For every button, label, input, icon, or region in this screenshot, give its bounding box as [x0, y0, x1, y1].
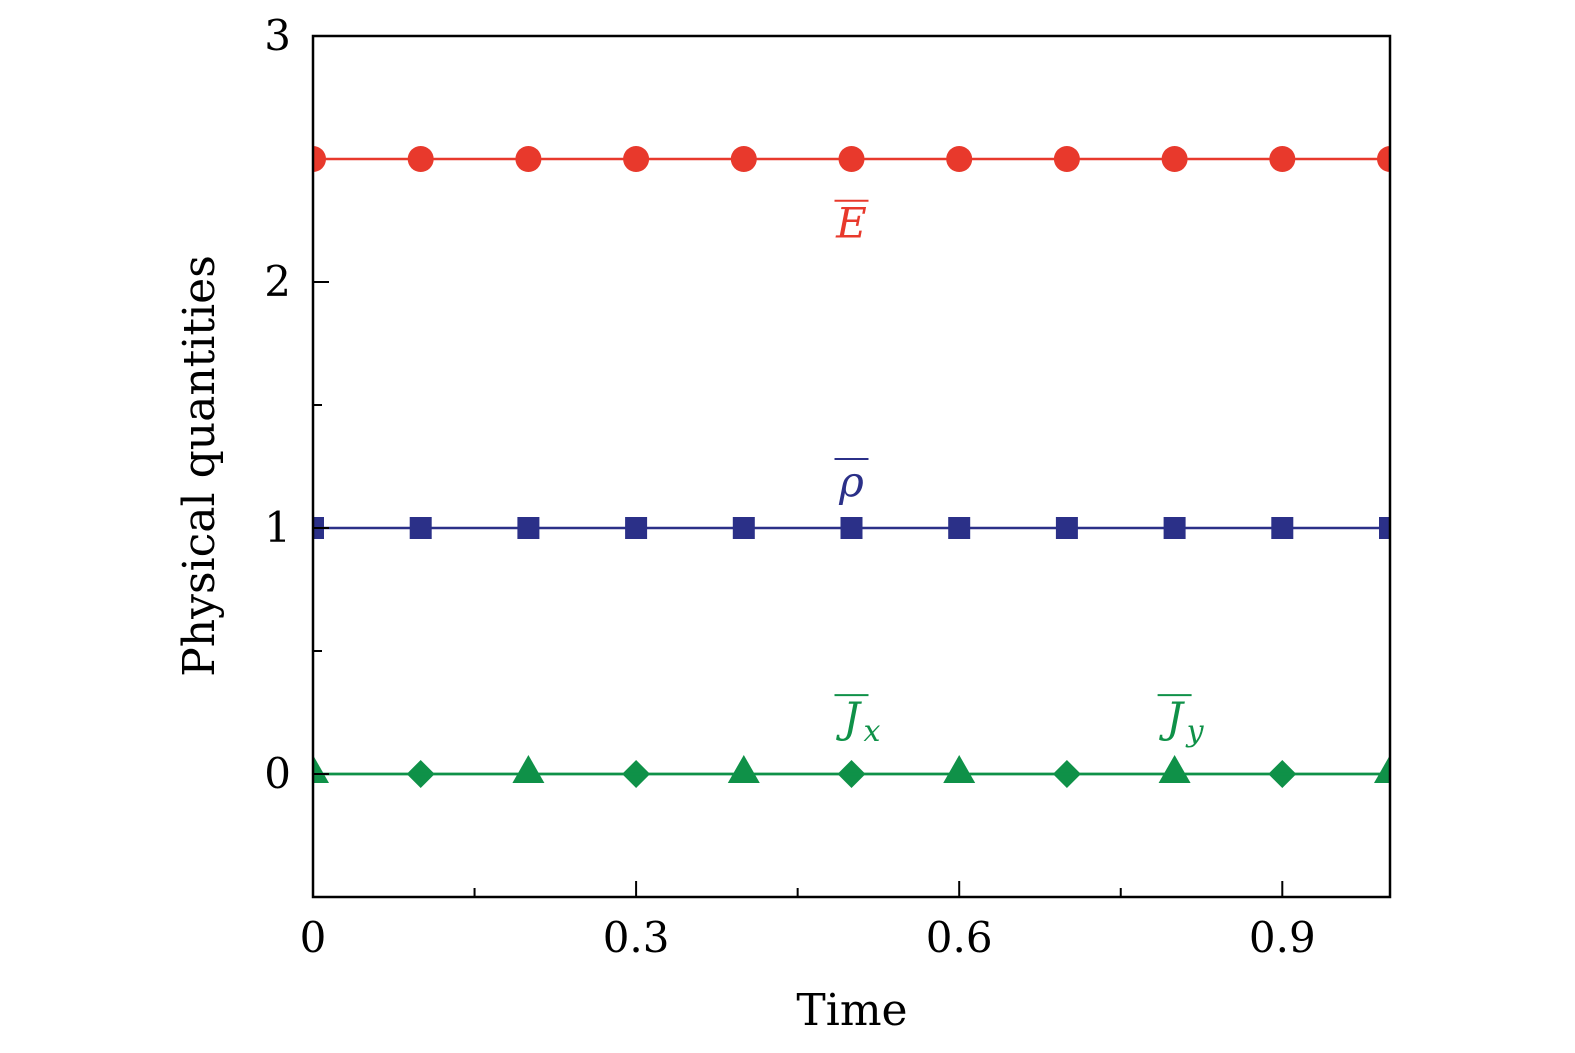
- data-point-triangle: [727, 755, 760, 783]
- y-tick-label: 3: [264, 11, 291, 60]
- series-label: E: [835, 199, 867, 248]
- series-label: J: [1158, 693, 1185, 742]
- data-point-triangle: [512, 755, 545, 783]
- plot-frame: [311, 34, 1392, 899]
- data-point-square: [517, 517, 540, 539]
- x-tick-label: 0.3: [603, 913, 670, 962]
- y-tick-label: 2: [264, 257, 291, 306]
- series-label: J: [835, 693, 862, 742]
- data-point-square: [625, 517, 648, 539]
- data-point-circle: [946, 146, 973, 172]
- data-point-circle: [623, 146, 650, 172]
- data-point-triangle: [313, 755, 329, 783]
- data-point-circle: [1161, 146, 1188, 172]
- data-point-square: [732, 517, 755, 539]
- data-point-triangle: [1158, 755, 1191, 783]
- data-point-square: [1271, 517, 1294, 539]
- series-label-subscript: x: [864, 714, 881, 749]
- series-label: ρ: [838, 457, 864, 506]
- data-point-circle: [838, 146, 865, 172]
- data-point-circle: [1377, 146, 1390, 172]
- x-tick-label: 0.9: [1249, 913, 1316, 962]
- data-point-square: [948, 517, 971, 539]
- data-point-circle: [407, 146, 434, 172]
- data-point-square: [1379, 517, 1390, 539]
- y-tick-label: 0: [264, 749, 291, 798]
- data-point-square: [1163, 517, 1186, 539]
- data-point-square: [409, 517, 432, 539]
- data-point-circle: [1053, 146, 1080, 172]
- data-point-triangle: [1374, 755, 1390, 783]
- x-axis-title: Time: [796, 985, 907, 1036]
- data-point-triangle: [943, 755, 976, 783]
- data-point-square: [1055, 517, 1078, 539]
- y-axis-title: Physical quantities: [174, 255, 225, 677]
- series-layer: [313, 146, 1390, 788]
- data-point-circle: [515, 146, 542, 172]
- series-label-subscript: y: [1185, 714, 1205, 749]
- data-point-circle: [730, 146, 757, 172]
- axis-layer: 0 0.3 0.6 0.9 0 1 2 3: [264, 11, 1315, 962]
- data-point-square: [840, 517, 863, 539]
- data-point-circle: [313, 146, 326, 172]
- x-tick-label: 0: [300, 913, 327, 962]
- y-tick-label: 1: [264, 503, 291, 552]
- data-point-circle: [1269, 146, 1296, 172]
- x-tick-label: 0.6: [926, 913, 993, 962]
